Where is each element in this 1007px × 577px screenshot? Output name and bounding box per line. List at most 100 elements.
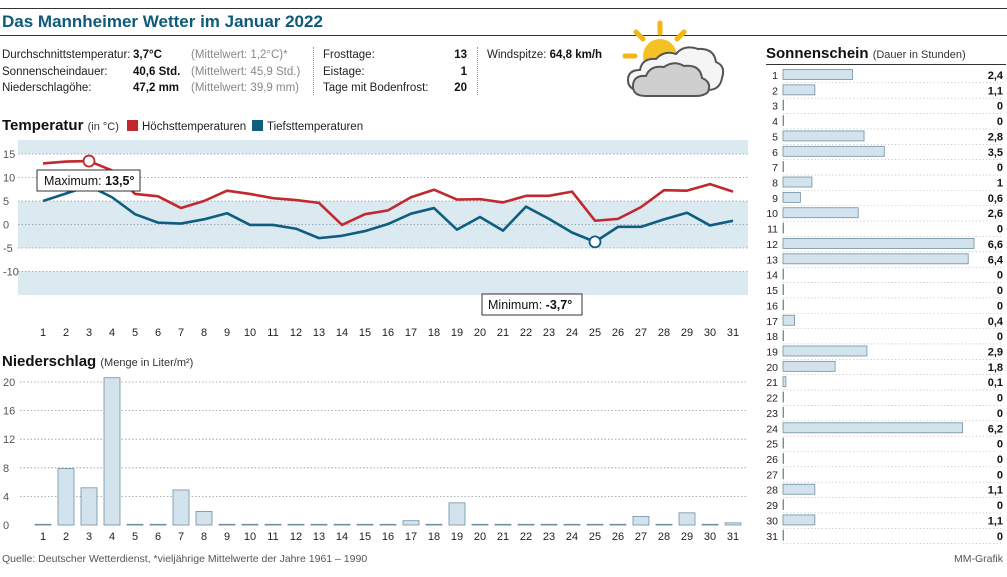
sunshine-day-label: 7	[772, 162, 778, 174]
sunshine-bar	[782, 407, 785, 418]
precip-bar	[80, 487, 98, 526]
sunshine-bar	[782, 391, 785, 403]
sunshine-value-label: 0	[997, 408, 1003, 420]
precip-xtick-label: 25	[589, 531, 601, 543]
precip-bar	[448, 502, 466, 526]
sunshine-value-label: 1,1	[988, 515, 1003, 527]
temp-xtick-label: 24	[566, 327, 578, 339]
temperature-title: Temperatur	[2, 117, 84, 134]
credit-note: MM-Grafik	[954, 553, 1003, 565]
temp-xtick-label: 5	[132, 327, 138, 339]
sunshine-bar	[782, 299, 785, 311]
precip-xtick-label: 13	[313, 531, 325, 543]
temp-xtick-label: 14	[336, 327, 348, 339]
precip-xtick-label: 24	[566, 531, 578, 543]
sunshine-bar	[782, 238, 975, 249]
sunshine-duration-label: Sonnenscheindauer:	[2, 65, 108, 78]
temp-xtick-label: 16	[382, 327, 394, 339]
precip-xtick-label: 8	[201, 531, 207, 543]
precip-bar	[701, 523, 719, 526]
precip-xtick-label: 19	[451, 531, 463, 543]
precip-ytick-label: 20	[3, 377, 15, 389]
precip-ytick-label: 4	[3, 491, 9, 503]
sunshine-day-label: 12	[766, 239, 778, 251]
sunshine-value-label: 2,8	[988, 131, 1003, 143]
sunshine-day-label: 4	[772, 116, 778, 128]
sunshine-value-label: 0	[997, 331, 1003, 343]
sunshine-bar	[782, 468, 785, 480]
precip-bar	[494, 523, 512, 526]
precip-xtick-label: 10	[244, 531, 256, 543]
temp-xtick-label: 25	[589, 327, 601, 339]
precip-xtick-label: 16	[382, 531, 394, 543]
temp-xtick-label: 26	[612, 327, 624, 339]
sunshine-day-label: 14	[766, 270, 778, 282]
sunshine-value-label: 2,9	[988, 346, 1003, 358]
precip-bar	[471, 523, 489, 526]
precip-bar	[655, 523, 673, 526]
precip-xtick-label: 9	[224, 531, 230, 543]
sunshine-value-label: 3,5	[988, 147, 1003, 159]
temp-xtick-label: 8	[201, 327, 207, 339]
precip-bar	[632, 516, 650, 526]
sunshine-day-label: 13	[766, 254, 778, 266]
temp-xtick-label: 29	[681, 327, 693, 339]
temperature-unit: (in °C)	[87, 121, 119, 133]
sunshine-value-label: 0	[997, 162, 1003, 174]
precip-bar	[724, 522, 742, 526]
sunshine-value-label: 6,6	[988, 239, 1003, 251]
sunshine-value-label: 0	[997, 285, 1003, 297]
sunshine-day-label: 31	[766, 531, 778, 543]
sunshine-day-label: 19	[766, 346, 778, 358]
temp-xtick-label: 23	[543, 327, 555, 339]
page-title: Das Mannheimer Wetter im Januar 2022	[2, 12, 323, 31]
precip-bar	[287, 523, 305, 526]
precip-bar	[333, 523, 351, 526]
precip-bar	[218, 523, 236, 526]
sunshine-day-label: 30	[766, 515, 778, 527]
sunshine-value-label: 0	[997, 270, 1003, 282]
avg-temp-value: 3,7°C	[133, 49, 162, 61]
precip-ytick-label: 0	[3, 520, 9, 532]
precip-xtick-label: 31	[727, 531, 739, 543]
sunshine-value-label: 0	[997, 116, 1003, 128]
precip-bar	[310, 523, 328, 526]
legend-low-swatch	[252, 120, 263, 131]
sunshine-value-label: 0	[997, 469, 1003, 481]
sunshine-bar	[782, 314, 795, 326]
precip-bar	[34, 523, 52, 526]
temp-xtick-label: 20	[474, 327, 486, 339]
sunshine-day-label: 18	[766, 331, 778, 343]
sunshine-value-label: 0	[997, 300, 1003, 312]
frost-days-label: Frosttage:	[323, 49, 375, 61]
precipitation-title: Niederschlag	[2, 353, 97, 370]
sunshine-day-label: 10	[766, 208, 778, 220]
precip-bar	[149, 523, 167, 526]
temp-ytick-label: 0	[3, 220, 9, 232]
sunshine-bar	[782, 207, 859, 219]
precip-xtick-label: 21	[497, 531, 509, 543]
max-callout-label: Maximum: 13,5°	[44, 174, 134, 188]
sunshine-day-label: 15	[766, 285, 778, 297]
sunshine-value-label: 1,1	[988, 485, 1003, 497]
legend-high-swatch	[127, 120, 138, 131]
sunshine-bar	[782, 222, 785, 234]
precip-xtick-label: 17	[405, 531, 417, 543]
avg-temp-mean: (Mittelwert: 1,2°C)*	[191, 49, 288, 61]
sunshine-value-label: 0,1	[988, 377, 1003, 389]
sunshine-day-label: 28	[766, 485, 778, 497]
precip-xtick-label: 28	[658, 531, 670, 543]
sunshine-day-label: 1	[772, 70, 778, 82]
temp-xtick-label: 28	[658, 327, 670, 339]
temp-xtick-label: 17	[405, 327, 417, 339]
sunshine-value-label: 0,6	[988, 193, 1003, 205]
sunshine-bar	[782, 130, 865, 142]
sunshine-bar	[782, 514, 816, 526]
precip-xtick-label: 12	[290, 531, 302, 543]
sunshine-value-label: 0	[997, 393, 1003, 405]
precip-xtick-label: 7	[178, 531, 184, 543]
sunshine-value-label: 1,1	[988, 85, 1003, 97]
temp-xtick-label: 1	[40, 327, 46, 339]
sunshine-bar	[782, 268, 785, 280]
